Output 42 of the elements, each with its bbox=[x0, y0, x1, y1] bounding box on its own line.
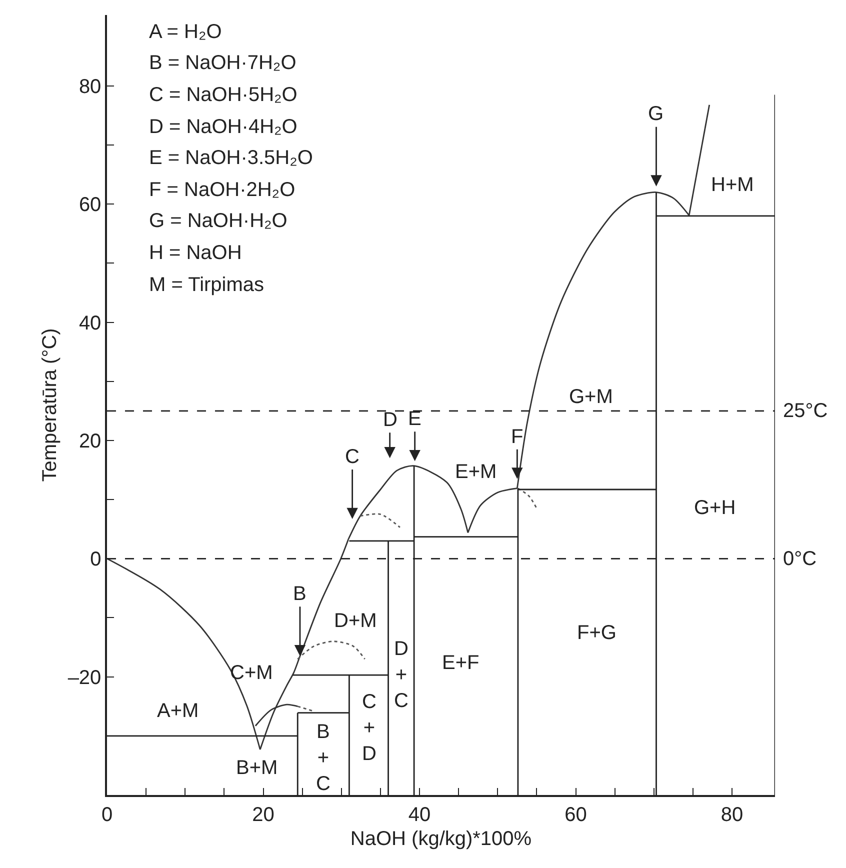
y-tick-label: 60 bbox=[78, 194, 102, 216]
annotation: D bbox=[383, 409, 398, 431]
annotation: D+M bbox=[334, 610, 377, 632]
annotation: A+M bbox=[157, 700, 199, 722]
x-tick-label: 60 bbox=[564, 804, 587, 826]
annotation: G = NaOH·H₂O bbox=[149, 210, 288, 232]
y-tick-label: –20 bbox=[68, 666, 102, 689]
annotation: B+M bbox=[236, 757, 278, 779]
annotation: G+H bbox=[694, 497, 736, 519]
y-axis-title: Temperatūra (°C) bbox=[38, 328, 61, 482]
annotation: C = NaOH·5H₂O bbox=[149, 84, 298, 106]
annotation: C bbox=[345, 446, 360, 468]
annotation: H = NaOH bbox=[149, 242, 242, 264]
annotation: E+F bbox=[442, 652, 480, 674]
x-axis-title: NaOH (kg/kg)*100% bbox=[350, 828, 532, 850]
y-tick-label: 0 bbox=[90, 548, 102, 571]
annotation: F bbox=[511, 426, 524, 448]
annotation: B = NaOH·7H₂O bbox=[149, 52, 296, 74]
ref-line-label: 0°C bbox=[783, 548, 817, 570]
y-tick-label: 80 bbox=[78, 76, 102, 98]
annotation: F = NaOH·2H₂O bbox=[149, 179, 296, 201]
annotation: E = NaOH·3.5H₂O bbox=[149, 147, 313, 169]
y-tick-label: 40 bbox=[78, 312, 102, 334]
x-tick-label: 20 bbox=[252, 804, 274, 826]
annotation: G+M bbox=[569, 386, 613, 408]
annotation: B bbox=[293, 583, 306, 605]
annotation: F+G bbox=[577, 622, 616, 644]
annotation: E+M bbox=[455, 461, 497, 483]
x-tick-label: 80 bbox=[720, 804, 744, 826]
ref-line-label: 25°C bbox=[783, 400, 828, 422]
annotation: D = NaOH·4H₂O bbox=[149, 116, 298, 138]
y-tick-label: 20 bbox=[78, 430, 102, 452]
annotation: C + D bbox=[362, 691, 376, 765]
annotation: M = Tirpimas bbox=[149, 274, 264, 296]
annotation: C+M bbox=[230, 662, 273, 684]
annotation: D + C bbox=[394, 638, 408, 712]
x-tick-label: 40 bbox=[408, 804, 431, 826]
annotation: E bbox=[408, 408, 422, 430]
annotation: B + C bbox=[316, 721, 330, 795]
annotation: G bbox=[648, 103, 664, 125]
annotation: H+M bbox=[711, 174, 754, 196]
annotation: A = H₂O bbox=[149, 21, 222, 43]
